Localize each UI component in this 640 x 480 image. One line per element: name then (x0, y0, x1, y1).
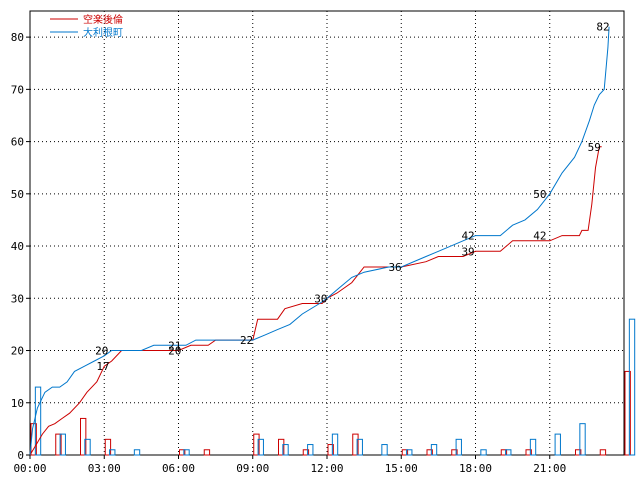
bar-series-0 (352, 433, 359, 456)
x-tick-label: 21:00 (533, 462, 566, 475)
bar-series-1 (331, 433, 339, 456)
bar-series-0 (426, 449, 433, 456)
bar-series-0 (203, 449, 211, 456)
data-label-series-1: 30 (314, 292, 327, 305)
x-tick-label: 09:00 (236, 462, 269, 475)
y-tick-label: 60 (11, 136, 24, 149)
bar-series-1 (282, 444, 289, 456)
bar-series-1 (579, 423, 586, 456)
bar-series-1 (554, 433, 561, 456)
x-tick-label: 06:00 (162, 462, 195, 475)
bar-series-0 (302, 449, 310, 456)
x-tick-label: 15:00 (385, 462, 418, 475)
x-tick-label: 00:00 (13, 462, 46, 475)
bar-series-1 (356, 438, 363, 456)
y-tick-label: 0 (17, 449, 24, 462)
bar-series-0 (80, 417, 87, 456)
plot-area (29, 10, 625, 456)
bar-series-1 (109, 449, 116, 456)
y-tick-label: 70 (11, 83, 24, 96)
data-label-series-0: 39 (461, 245, 474, 258)
data-label-series-0: 20 (168, 345, 181, 358)
bar-series-0 (327, 444, 334, 456)
legend-label-series-0: 空楽後倫 (83, 13, 123, 26)
bar-series-0 (401, 449, 409, 456)
bar-series-1 (307, 444, 314, 456)
bar-series-0 (278, 438, 285, 456)
data-label-series-1: 42 (461, 230, 474, 243)
bar-series-1 (257, 438, 264, 456)
x-tick-label: 12:00 (310, 462, 343, 475)
bar-series-0 (104, 438, 112, 456)
bar-series-0 (253, 433, 260, 456)
bar-series-0 (500, 449, 508, 456)
x-tick-label: 18:00 (459, 462, 492, 475)
y-tick-label: 10 (11, 397, 24, 410)
y-tick-label: 80 (11, 31, 24, 44)
bar-series-0 (451, 449, 458, 456)
bar-series-0 (525, 449, 532, 456)
y-tick-label: 50 (11, 188, 24, 201)
bar-series-1 (183, 449, 190, 456)
bar-series-1 (381, 444, 388, 456)
data-label-series-1: 22 (240, 334, 253, 347)
y-tick-label: 20 (11, 345, 24, 358)
legend-label-series-1: 大利根町 (83, 26, 123, 39)
bar-series-0 (179, 449, 186, 456)
data-label-series-0: 42 (533, 230, 546, 243)
bar-series-1 (505, 449, 512, 456)
bar-series-1 (84, 438, 91, 456)
bar-series-1 (455, 438, 462, 456)
bar-series-0 (575, 449, 582, 456)
bar-series-1 (406, 449, 413, 456)
data-label-series-0: 17 (96, 360, 109, 373)
legend: 空楽後倫 大利根町 (50, 13, 123, 39)
data-label-series-1: 36 (388, 261, 401, 274)
line-series-1 (29, 26, 610, 456)
cumulative-lines (29, 26, 610, 456)
bar-series-1 (628, 318, 636, 456)
y-tick-label: 40 (11, 240, 24, 253)
bar-series-0 (599, 449, 607, 456)
data-label-series-1: 50 (533, 188, 546, 201)
x-tick-label: 03:00 (88, 462, 121, 475)
bar-series-1 (59, 433, 66, 456)
bar-series-0 (55, 433, 62, 456)
line-series-0 (29, 146, 602, 456)
hourly-bars (30, 318, 636, 456)
y-tick-label: 30 (11, 292, 24, 305)
bar-series-1 (480, 449, 487, 456)
data-label-series-1: 20 (95, 345, 108, 358)
data-label-series-1: 21 (168, 339, 181, 352)
bar-series-1 (529, 438, 537, 456)
axes: 0 10 20 30 40 50 60 70 80 00:00 03:00 06:00 09:00 12:… (11, 31, 567, 475)
data-label-series-0: 59 (588, 141, 601, 154)
bar-series-1 (34, 386, 42, 456)
data-label-series-1: 82 (596, 21, 609, 34)
bar-series-1 (430, 444, 438, 456)
bar-series-1 (133, 449, 141, 456)
bar-series-0 (624, 370, 631, 456)
